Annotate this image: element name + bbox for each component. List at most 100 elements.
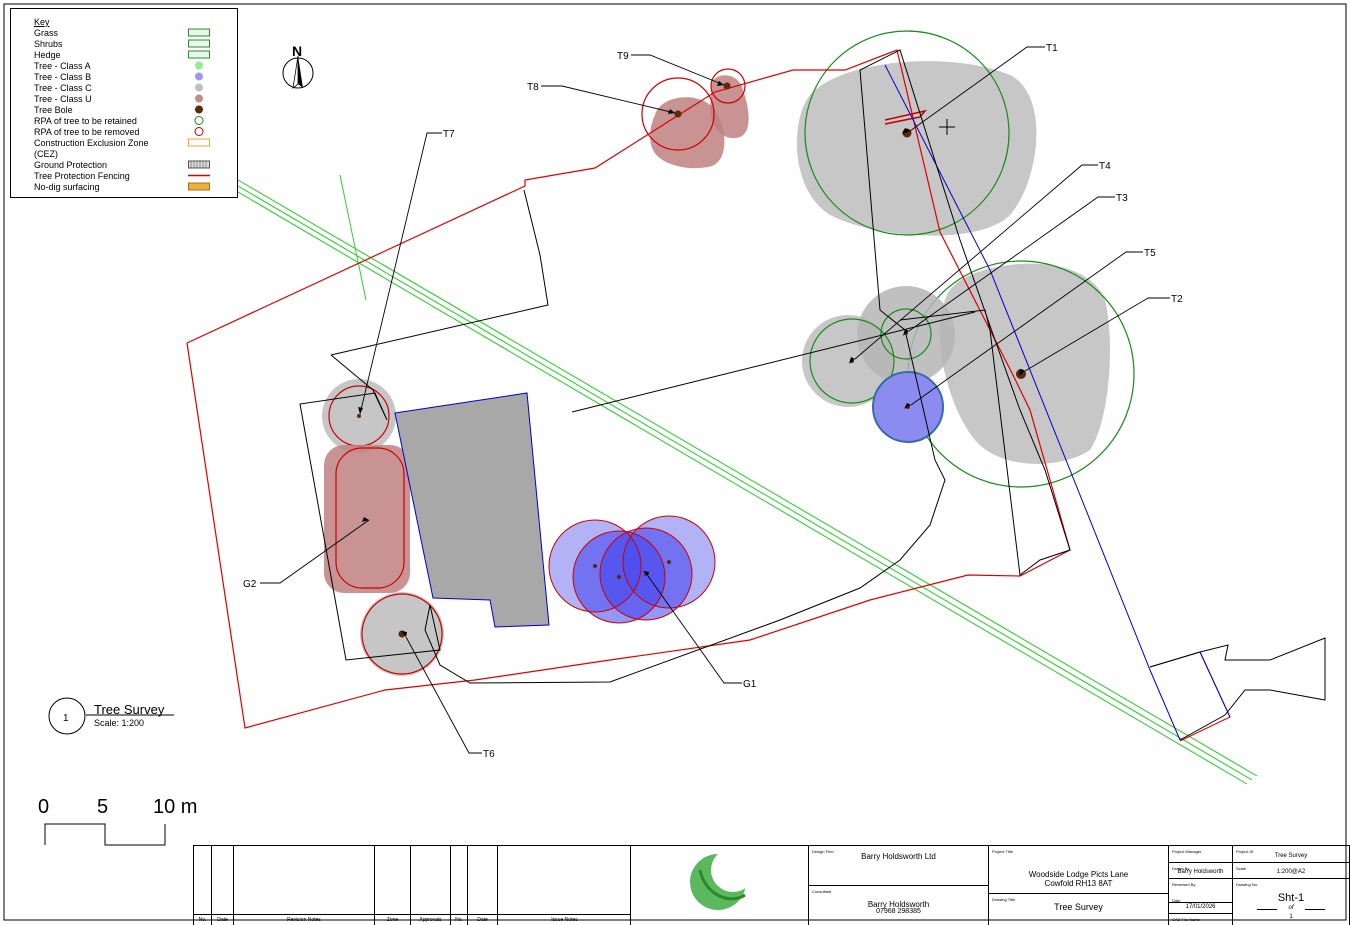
legend-item: Grass xyxy=(34,28,244,39)
label-t5: T5 xyxy=(1144,248,1156,259)
project-id-cell: Project ID Tree Survey xyxy=(1232,846,1350,863)
legend-item: Ground Protection xyxy=(34,160,244,171)
date-label: Date xyxy=(1172,898,1181,903)
legend-item-label: Hedge xyxy=(34,50,61,60)
legend-item-label: Shrubs xyxy=(34,39,63,49)
scale-5: 5 xyxy=(97,796,108,818)
issue-no-col: No. xyxy=(450,846,467,925)
rev-notes-col: Revision Notes xyxy=(233,846,374,925)
view-title: 1 Tree Survey Scale: 1:200 xyxy=(48,697,174,735)
legend-item: Tree - Class C xyxy=(34,83,244,94)
legend-swatch-bole-icon xyxy=(188,105,210,117)
label-t1: T1 xyxy=(1046,43,1058,54)
crosshair-icon xyxy=(939,119,955,135)
consultant: Barry Holdsworth xyxy=(867,900,930,909)
drawn-label: Drawn By xyxy=(1172,866,1190,871)
building xyxy=(394,392,550,628)
legend-item: RPA of tree to be removed xyxy=(34,127,244,138)
project-title-line1: Woodside Lodge Picts Lane xyxy=(1028,870,1129,879)
drawing-no-cell: Drawing No. Sht-1 of 1 xyxy=(1232,879,1350,925)
pm-label: Project Manager xyxy=(1172,849,1202,854)
legend-item: No-dig surfacing xyxy=(34,182,244,193)
label-t3: T3 xyxy=(1116,193,1128,204)
label-t7: T7 xyxy=(443,129,455,140)
legend-item-label: Tree Bole xyxy=(34,105,73,115)
legend-item: (CEZ) xyxy=(34,149,244,160)
legend-swatch-class-u-icon xyxy=(188,94,210,106)
rev-date-col: Date xyxy=(211,846,233,925)
legend-title: Key xyxy=(34,17,50,27)
issue-date-col: Date xyxy=(467,846,497,925)
issue-date-header: Date xyxy=(477,917,488,923)
tree-t2-canopy xyxy=(939,263,1110,464)
issue-notes-header: Issue Notes xyxy=(551,917,578,923)
legend-swatch-shrubs-icon xyxy=(188,39,210,51)
legend-swatch-rpa-retained-icon xyxy=(188,116,210,128)
design-firm-label: Design Firm xyxy=(812,849,834,854)
project-title-line2: Cowfold RH13 8AT xyxy=(1044,879,1113,888)
reviewed-cell: Reviewed By xyxy=(1168,879,1232,903)
rev-zone-col: Zone xyxy=(374,846,410,925)
service-line-2 xyxy=(1199,651,1231,718)
issue-notes-col: Issue Notes xyxy=(497,846,631,925)
drawing-no: Sht-1 xyxy=(1277,892,1305,904)
drawing-title: Tree Survey xyxy=(1054,902,1103,912)
legend-swatch-grass-icon xyxy=(188,28,210,40)
scale-bar: 0 5 10 m xyxy=(38,796,197,846)
view-title-text: Tree Survey xyxy=(94,702,165,717)
tree-t6-rpa xyxy=(361,593,443,675)
rev-no-header: No. xyxy=(198,917,207,923)
legend-swatch-nodig-icon xyxy=(188,182,210,194)
legend: Key Grass Shrubs Hedge Tree - Class A Tree -… xyxy=(10,8,238,198)
leader-arrows xyxy=(358,81,1025,637)
legend-item-label: Tree - Class U xyxy=(34,94,92,104)
tree-t9-rpa xyxy=(710,68,746,104)
rev-zone-header: Zone xyxy=(386,917,399,923)
label-t8: T8 xyxy=(527,82,539,93)
legend-swatch-class-a-icon xyxy=(188,61,210,73)
north-arrow-icon: N xyxy=(282,43,314,89)
legend-item: Tree - Class B xyxy=(34,72,244,83)
legend-item-label: (CEZ) xyxy=(34,149,58,159)
legend-swatch-fence-icon xyxy=(188,171,210,183)
tree-t1-rpa xyxy=(804,30,1010,236)
tree-protection-fence xyxy=(186,49,1071,729)
rev-approvals-col: Approvals xyxy=(410,846,450,925)
legend-item-label: No-dig surfacing xyxy=(34,182,100,192)
consultant-cell: Consultant Barry Holdsworth 07968 298385 xyxy=(808,886,988,925)
legend-swatch-cez-icon xyxy=(188,138,210,150)
pm-cell: Project Manager xyxy=(1168,846,1232,863)
drawn-by: Barry Holdsworth xyxy=(1177,869,1224,875)
tree-t3-rpa xyxy=(880,308,932,360)
project-title-cell: Project Title Woodside Lodge Picts Lane … xyxy=(988,846,1168,894)
drawing-title-cell: Drawing Title Tree Survey xyxy=(988,894,1168,925)
view-scale: Scale: 1:200 xyxy=(94,718,144,728)
date-cell: Date 17/01/2026 xyxy=(1168,898,1232,914)
project-title-label: Project Title xyxy=(992,849,1013,854)
scale-label: Scale xyxy=(1236,866,1247,871)
leader-lines xyxy=(260,46,1170,754)
design-firm: Barry Holdsworth Ltd xyxy=(861,852,936,861)
tree-t1-canopy xyxy=(796,61,1037,236)
scale-value: 1:200@A2 xyxy=(1276,869,1306,875)
consultant-phone: 07968 298385 xyxy=(876,908,921,915)
legend-item: Tree Protection Fencing xyxy=(34,171,244,182)
company-logo xyxy=(690,848,755,910)
legend-swatch-rpa-removed-icon xyxy=(188,127,210,139)
drawing-title-label: Drawing Title xyxy=(992,897,1016,902)
legend-item: Construction Exclusion Zone xyxy=(34,138,244,149)
legend-item: RPA of tree to be retained xyxy=(34,116,244,127)
legend-swatch-ground-icon xyxy=(188,160,210,172)
rev-notes-header: Revision Notes xyxy=(287,917,321,923)
legend-item-label: Tree Protection Fencing xyxy=(34,171,130,181)
legend-item-label: Tree - Class C xyxy=(34,83,92,93)
hedge-line xyxy=(237,179,1258,785)
label-t9: T9 xyxy=(617,51,629,62)
reviewed-label: Reviewed By xyxy=(1172,882,1196,887)
tree-t8-canopy xyxy=(650,97,725,169)
legend-item: Tree - Class U xyxy=(34,94,244,105)
cad-cell: CAD File Name xyxy=(1168,914,1232,925)
project-id: Tree Survey xyxy=(1274,853,1308,859)
design-firm-cell: Design Firm Barry Holdsworth Ltd xyxy=(808,846,988,886)
